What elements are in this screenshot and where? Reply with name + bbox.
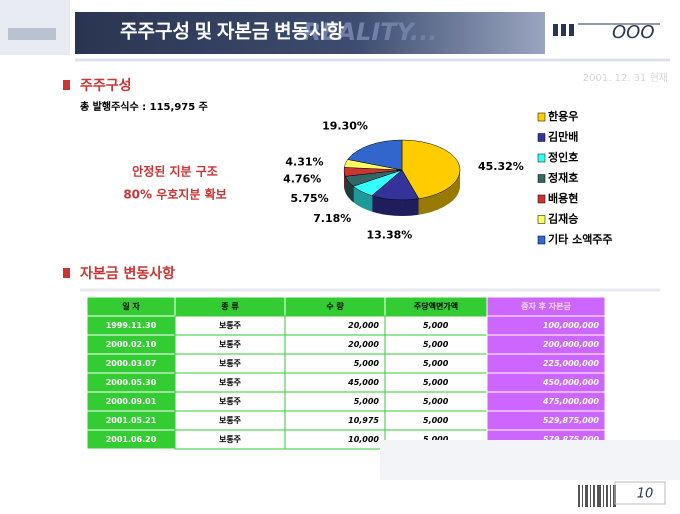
corner-image bbox=[0, 0, 70, 55]
cell-text: 보통주 bbox=[219, 434, 242, 444]
bullet bbox=[63, 80, 70, 90]
cell-text: 20,000 bbox=[348, 321, 379, 330]
logo-bar bbox=[561, 24, 566, 36]
data-label: 19.30% bbox=[322, 120, 368, 133]
cell-text: 2001.05.21 bbox=[106, 416, 157, 425]
pie-slice bbox=[347, 139, 403, 171]
legend-label: 기타 소액주주 bbox=[548, 232, 613, 246]
cell-text: 5,000 bbox=[423, 340, 449, 349]
note: 80% 우호지분 확보 bbox=[123, 187, 226, 202]
legend-label: 배용현 bbox=[548, 191, 578, 205]
legend-label: 정인호 bbox=[548, 150, 578, 164]
data-label: 4.31% bbox=[285, 156, 323, 169]
legend-swatch bbox=[537, 194, 546, 204]
section-title: 주주구성 bbox=[80, 78, 132, 94]
logo-bar bbox=[569, 24, 574, 36]
bar-stripe bbox=[597, 485, 601, 507]
pie-slice bbox=[401, 139, 461, 199]
data-label: 13.38% bbox=[366, 229, 412, 242]
cell-text: 200,000,000 bbox=[543, 340, 600, 349]
cell-text: 5,000 bbox=[354, 397, 380, 406]
logo: OOO bbox=[612, 22, 655, 43]
pie-chart: 45.32% 13.38% 7.18% 5.75% 4.76% 4.31% 19.30% bbox=[283, 120, 524, 242]
section-title: 자본금 변동사항 bbox=[80, 265, 175, 282]
data-label: 5.75% bbox=[291, 192, 329, 205]
cell-text: 5,000 bbox=[423, 378, 449, 387]
cell-text: 2000.02.10 bbox=[106, 340, 157, 349]
title: 주주구성 및 자본금 변동사항 bbox=[120, 20, 345, 42]
bullet bbox=[63, 268, 70, 278]
legend-swatch bbox=[537, 215, 546, 224]
cell-text: 보통주 bbox=[219, 339, 242, 349]
bar-stripe bbox=[578, 485, 580, 507]
header-text: 수 량 bbox=[326, 301, 344, 311]
bar-stripe bbox=[582, 485, 583, 507]
date: 2001. 12. 31 현재 bbox=[583, 72, 668, 84]
header-text: 종 류 bbox=[221, 302, 239, 311]
legend-swatch bbox=[537, 133, 546, 142]
legend-label: 한용우 bbox=[548, 109, 578, 123]
cell-text: 100,000,000 bbox=[543, 321, 600, 330]
cell-text: 579,875,000 bbox=[543, 435, 600, 444]
cell-text: 보통주 bbox=[219, 396, 242, 406]
table: 일 자 종 류 수 량 주당액면가액 증자 후 자본금 1999.11.30 보통주 20,0… bbox=[86, 296, 606, 450]
cell-text: 5,000 bbox=[423, 397, 449, 406]
cell-text: 20,000 bbox=[348, 340, 379, 349]
legend-swatch bbox=[537, 153, 546, 163]
page-box bbox=[614, 481, 666, 505]
footer-decor bbox=[380, 440, 680, 480]
cell-text: 2000.05.30 bbox=[106, 378, 157, 387]
cell-text: 475,000,000 bbox=[542, 397, 600, 406]
cell-text: 5,000 bbox=[423, 435, 449, 444]
cell-text: 5,000 bbox=[423, 321, 449, 330]
cell-text: 보통주 bbox=[219, 320, 242, 330]
legend-swatch bbox=[537, 174, 546, 183]
cell-text: 보통주 bbox=[219, 377, 242, 387]
legend-swatch bbox=[537, 235, 546, 245]
data-label: 4.76% bbox=[283, 173, 321, 186]
header-text: 증자 후 자본금 bbox=[521, 301, 571, 311]
bar-stripe bbox=[585, 485, 588, 507]
bar-stripe bbox=[610, 485, 611, 507]
note: 안정된 지분 구조 bbox=[132, 164, 218, 179]
cell-text: 5,000 bbox=[423, 359, 449, 368]
cell-text: 보통주 bbox=[219, 415, 242, 425]
bar-stripe bbox=[606, 485, 608, 507]
cell-text: 450,000,000 bbox=[542, 378, 600, 387]
cell-text: 529,875,000 bbox=[543, 416, 600, 425]
legend-swatch bbox=[537, 112, 546, 122]
cell-text: 45,000 bbox=[347, 378, 379, 387]
total-shares: 총 발행주식수 : 115,975 주 bbox=[80, 100, 208, 113]
cell-text: 2000.03.07 bbox=[106, 359, 157, 368]
data-label: 45.32% bbox=[478, 160, 524, 173]
corner-desk bbox=[8, 28, 56, 40]
watermark: REALITY... bbox=[303, 18, 438, 46]
bar-stripe bbox=[593, 485, 595, 507]
cell-text: 10,000 bbox=[348, 435, 379, 444]
cell-text: 보통주 bbox=[219, 358, 242, 368]
bar-stripe bbox=[603, 485, 604, 507]
header-text: 일 자 bbox=[122, 301, 140, 311]
legend-label: 정재호 bbox=[548, 171, 578, 185]
logo-bar bbox=[553, 24, 558, 36]
header-text: 주당액면가액 bbox=[414, 301, 458, 311]
cell-text: 10,975 bbox=[348, 416, 379, 425]
cell-text: 5,000 bbox=[354, 359, 380, 368]
cell-text: 225,000,000 bbox=[543, 359, 600, 368]
cell-text: 5,000 bbox=[423, 416, 449, 425]
data-label: 7.18% bbox=[313, 212, 351, 225]
cell-text: 2000.09.01 bbox=[106, 397, 157, 406]
legend-label: 김만배 bbox=[548, 130, 578, 144]
legend-label: 김재승 bbox=[548, 212, 578, 226]
page-number: 10 bbox=[637, 487, 654, 502]
cell-text: 2001.06.20 bbox=[106, 435, 157, 444]
title-bar bbox=[75, 12, 545, 54]
cell-text: 1999.11.30 bbox=[106, 321, 157, 330]
bar-stripe bbox=[590, 485, 591, 507]
